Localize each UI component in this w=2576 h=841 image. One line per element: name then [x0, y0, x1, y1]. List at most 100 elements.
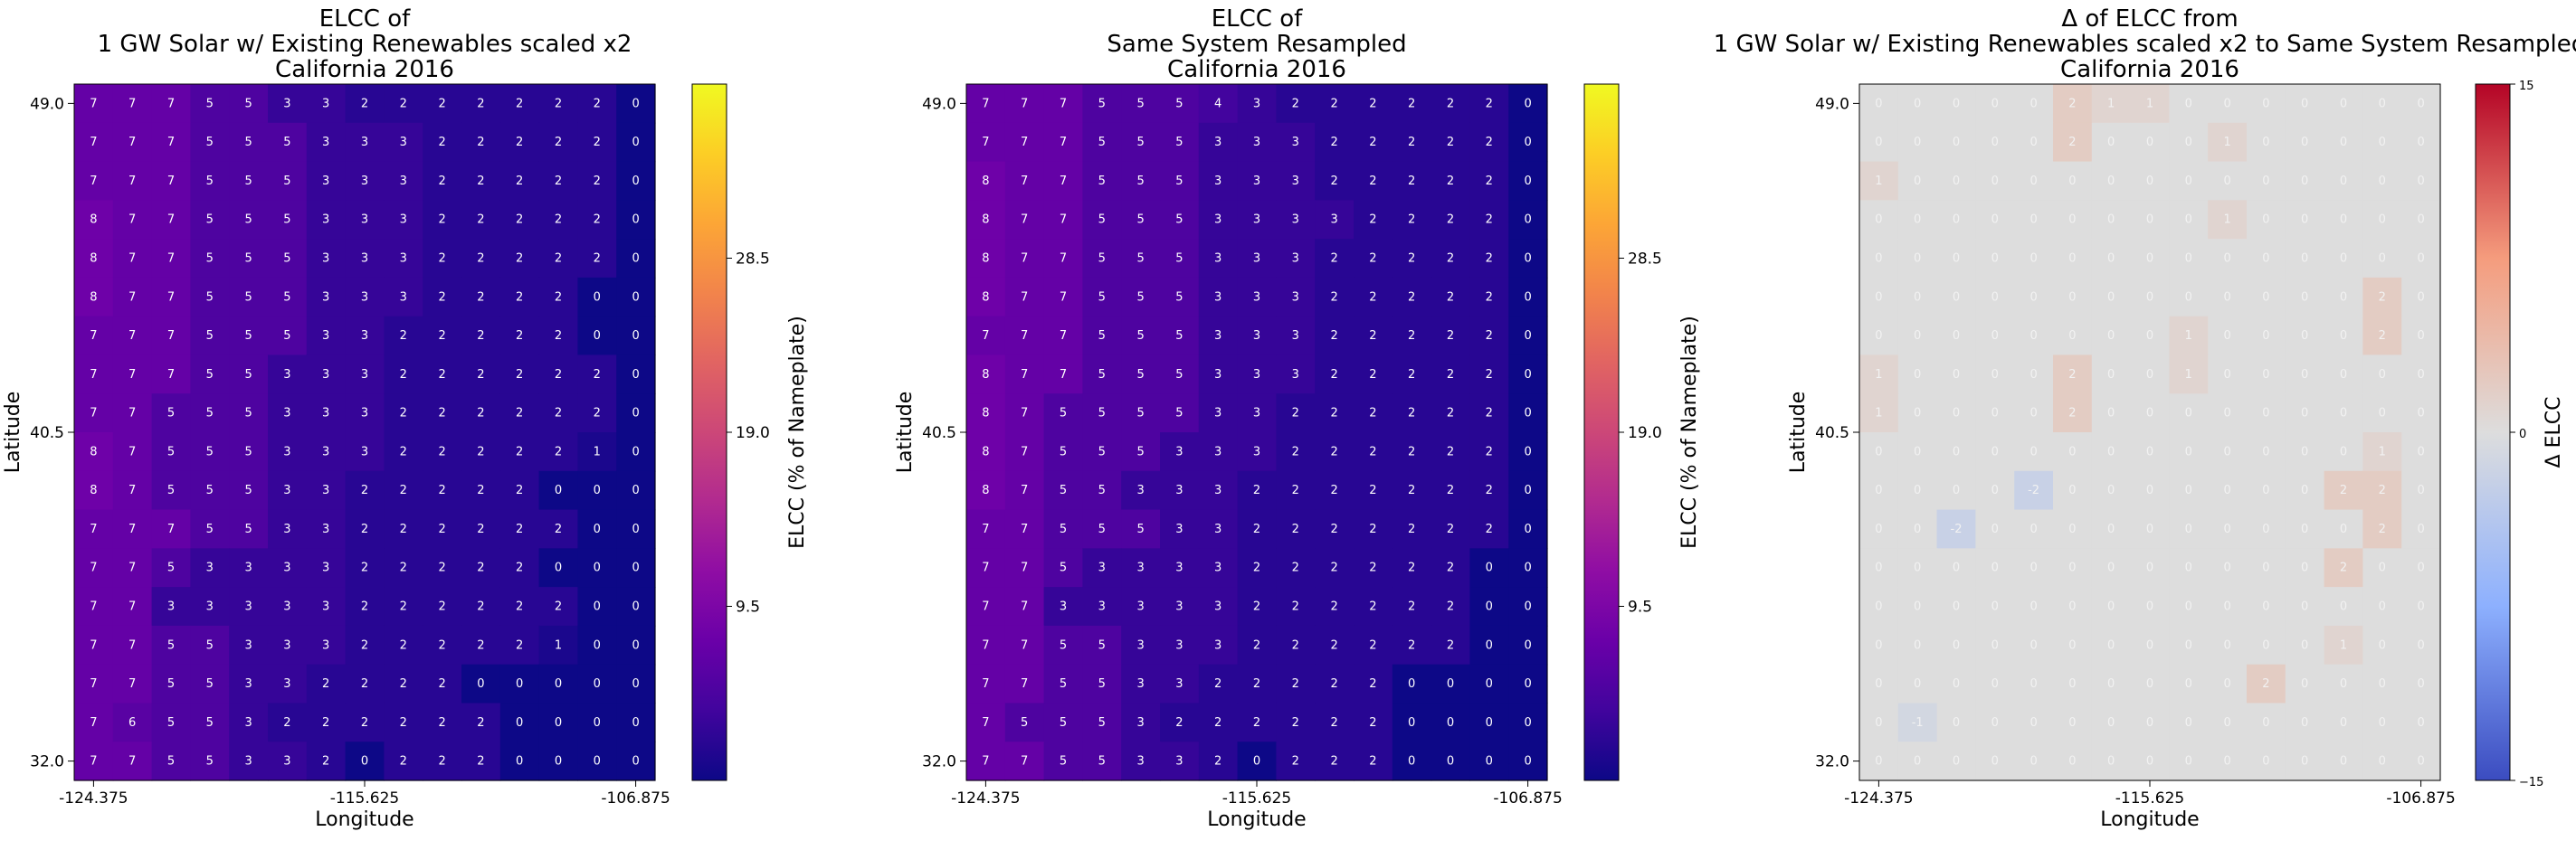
heatmap-cell	[1469, 625, 1509, 666]
cell-value-label: 0	[632, 600, 639, 614]
cell-value-label: 5	[244, 97, 252, 110]
cell-value-label: 0	[2379, 213, 2386, 227]
heatmap-cell	[1431, 703, 1470, 742]
heatmap-cell	[616, 548, 656, 588]
heatmap-cell	[1004, 703, 1045, 742]
heatmap-cell	[2169, 239, 2209, 279]
heatmap-cell	[1897, 742, 1938, 781]
cell-value-label: 3	[1136, 484, 1144, 497]
cell-value-label: 5	[1098, 716, 1106, 730]
cell-value-label: 2	[1292, 638, 1299, 652]
heatmap-cell	[2169, 200, 2209, 240]
cell-value-label: 0	[1991, 523, 1999, 536]
heatmap-cell	[2362, 354, 2402, 394]
heatmap-cell	[1354, 239, 1393, 279]
heatmap-cell	[1082, 122, 1122, 163]
heatmap-cell	[1160, 200, 1200, 240]
heatmap-cell	[1121, 200, 1161, 240]
heatmap-cell	[229, 122, 269, 163]
cell-value-label: 2	[1292, 407, 1299, 420]
cell-value-label: 0	[2107, 755, 2115, 769]
cell-value-label: 1	[2107, 97, 2115, 110]
cell-value-label: 2	[1330, 677, 1337, 691]
heatmap-cell	[2169, 625, 2209, 666]
heatmap-cell	[2324, 393, 2363, 433]
heatmap-cell	[229, 161, 269, 201]
heatmap-cell	[2247, 316, 2286, 356]
cell-value-label: 3	[322, 638, 329, 652]
heatmap-cell	[1315, 625, 1355, 666]
cell-value-label: 2	[1486, 252, 1493, 266]
heatmap-cell	[461, 161, 501, 201]
cell-value-label: 0	[1486, 638, 1493, 652]
cell-value-label: 7	[1060, 329, 1067, 343]
cell-value-label: 0	[2146, 136, 2153, 149]
cell-value-label: 2	[1408, 600, 1415, 614]
cell-value-label: 2	[1486, 175, 1493, 188]
heatmap-cell	[966, 316, 1006, 356]
cell-value-label: 5	[206, 213, 214, 227]
cell-value-label: 5	[1021, 716, 1028, 730]
heatmap-cell	[2208, 509, 2248, 549]
cell-value-label: 2	[400, 677, 407, 691]
heatmap-cell	[1043, 509, 1083, 549]
cell-value-label: 7	[982, 136, 989, 149]
cell-value-label: 7	[128, 600, 136, 614]
cell-value-label: 0	[594, 716, 601, 730]
heatmap-cell	[538, 742, 578, 781]
heatmap-cell	[461, 664, 501, 704]
heatmap-cell	[461, 587, 501, 627]
heatmap-cell	[1198, 122, 1239, 163]
cell-value-label: 2	[594, 252, 601, 266]
cell-value-label: 0	[2107, 368, 2115, 382]
heatmap-cell	[2014, 548, 2054, 588]
heatmap-cell	[306, 432, 347, 472]
heatmap-cell	[1160, 393, 1200, 433]
cell-value-label: 3	[1292, 368, 1299, 382]
heatmap-cell	[1237, 239, 1277, 279]
cell-value-label: 5	[283, 290, 290, 304]
cell-value-label: 2	[2379, 290, 2386, 304]
heatmap-cell	[1936, 84, 1976, 124]
heatmap-cell	[423, 393, 462, 433]
cell-value-label: 5	[1136, 136, 1144, 149]
heatmap-cell	[1975, 548, 2015, 588]
cell-value-label: 3	[1136, 677, 1144, 691]
cell-value-label: 0	[2301, 175, 2308, 188]
cell-value-label: 0	[2185, 484, 2192, 497]
cell-value-label: 0	[1953, 445, 1960, 458]
heatmap-cell	[306, 200, 347, 240]
heatmap-cell	[74, 625, 114, 666]
cell-value-label: 0	[1991, 213, 1999, 227]
heatmap-cell	[345, 703, 385, 742]
cell-value-label: 2	[1369, 755, 1376, 769]
heatmap-cell	[2285, 239, 2325, 279]
cell-value-label: 0	[1914, 213, 1921, 227]
heatmap-cell	[499, 548, 540, 588]
heatmap-cell	[1082, 239, 1122, 279]
cell-value-label: 0	[1991, 600, 1999, 614]
cell-value-label: 7	[1021, 755, 1028, 769]
cell-value-label: 0	[2107, 329, 2115, 343]
heatmap-cell	[1897, 161, 1938, 201]
heatmap-cell	[1276, 239, 1316, 279]
cell-value-label: 7	[1021, 562, 1028, 575]
heatmap-cell	[2324, 200, 2363, 240]
colorbar-tick-label: 19.0	[736, 424, 770, 442]
heatmap-cell	[1392, 316, 1432, 356]
heatmap-cell	[966, 625, 1006, 666]
heatmap-cell	[1237, 548, 1277, 588]
cell-value-label: 2	[1330, 368, 1337, 382]
cell-value-label: 0	[2301, 755, 2308, 769]
heatmap-cell	[229, 316, 269, 356]
cell-value-label: 1	[2223, 213, 2230, 227]
cell-value-label: 2	[1369, 136, 1376, 149]
heatmap-cell	[1160, 316, 1200, 356]
heatmap-cell	[2130, 239, 2170, 279]
cell-value-label: 0	[2301, 329, 2308, 343]
cell-value-label: 0	[594, 484, 601, 497]
heatmap-cell	[1082, 354, 1122, 394]
heatmap-cell	[229, 200, 269, 240]
heatmap-cell	[1198, 470, 1239, 511]
cell-value-label: 0	[594, 329, 601, 343]
